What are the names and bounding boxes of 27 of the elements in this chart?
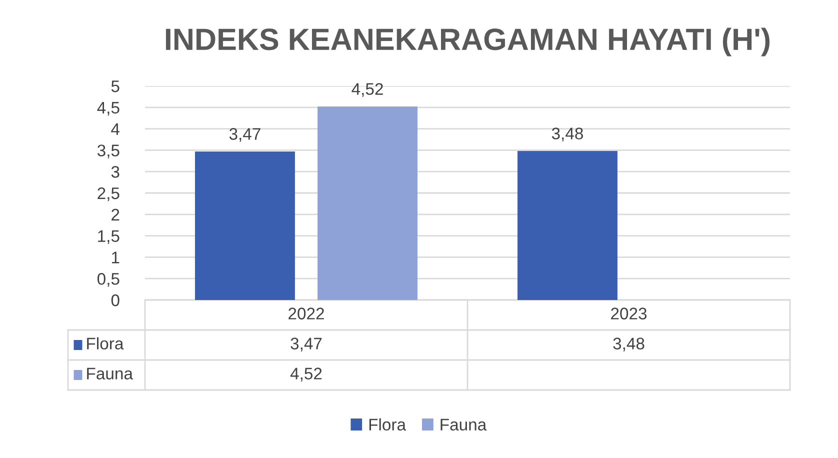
data-label: 3,48 bbox=[613, 338, 644, 352]
y-tick-label: 0 bbox=[111, 294, 120, 306]
y-tick-label: 4,5 bbox=[97, 102, 120, 116]
legend-label: Flora bbox=[87, 337, 124, 350]
bar bbox=[517, 151, 618, 300]
y-tick-label: 5 bbox=[111, 80, 120, 92]
y-tick-label: 1,5 bbox=[98, 230, 120, 244]
legend-label: Fauna bbox=[440, 418, 487, 431]
y-tick-label: 4 bbox=[111, 123, 120, 135]
chart-title: INDEKS KEANEKARAGAMAN HAYATI (H') bbox=[166, 28, 770, 56]
y-tick-label: 3,5 bbox=[97, 144, 120, 158]
text: 4,52 bbox=[290, 368, 322, 382]
text: Flora bbox=[369, 418, 406, 431]
data-label: 4,52 bbox=[352, 83, 383, 97]
data-label: 3,47 bbox=[290, 338, 322, 352]
x-tick-label: 2022 bbox=[288, 308, 324, 320]
y-tick-label: 0,5 bbox=[97, 273, 120, 287]
y-tick-label: 2,5 bbox=[98, 187, 120, 202]
y-tick-label: 1 bbox=[112, 252, 120, 264]
text: 3,47 bbox=[229, 128, 260, 142]
text: 3,48 bbox=[552, 128, 583, 142]
y-tick-label: 3 bbox=[111, 166, 120, 178]
bar bbox=[318, 106, 418, 300]
x-tick-label: 2023 bbox=[611, 308, 647, 320]
y-tick-label: 2 bbox=[112, 208, 120, 220]
text: Fauna bbox=[87, 368, 133, 380]
bar bbox=[194, 151, 295, 300]
